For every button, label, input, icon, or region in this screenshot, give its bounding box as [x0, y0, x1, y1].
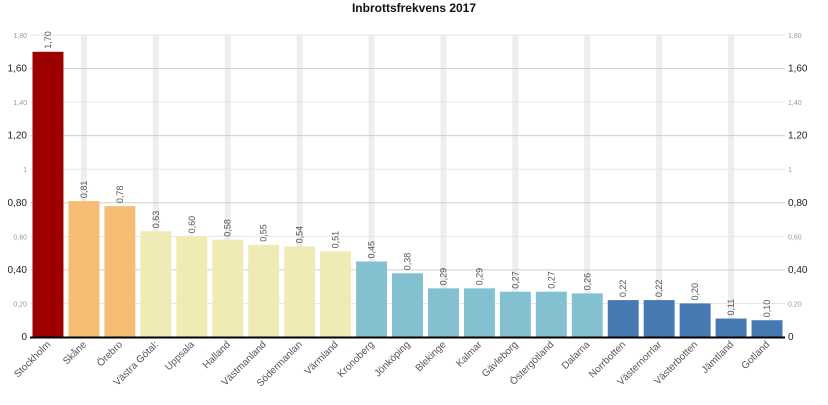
x-tick-label: Blekinge	[414, 339, 449, 374]
y-tick-label-right: 0,80	[788, 198, 808, 209]
x-tick-label: Stockholm	[12, 339, 53, 380]
value-label: 0,45	[367, 241, 377, 259]
value-labels: 1,70 0,81 0,78 0,63 0,60 0,58 0,55 0,54 0,51 0,45…	[43, 31, 772, 317]
category-band	[440, 35, 447, 337]
bar	[176, 236, 208, 337]
bar	[248, 244, 280, 337]
x-tick-label: Örebro	[95, 338, 126, 369]
x-tick-label: Värmland	[303, 339, 341, 377]
bar	[427, 288, 459, 337]
value-label: 0,58	[223, 219, 233, 237]
value-label: 0,55	[259, 224, 269, 242]
bar	[212, 239, 244, 337]
y-axis-right: 0 0,20 0,40 0,60 0,80 1 1,20 1,40 1,60 1,80	[788, 33, 808, 343]
x-tick-label: Skåne	[61, 338, 90, 367]
y-tick-label-left: 1,40	[13, 100, 27, 107]
bar	[715, 318, 747, 337]
bar	[320, 251, 352, 337]
category-band	[80, 35, 87, 337]
category-band	[296, 35, 303, 337]
bar	[104, 206, 136, 337]
category-band	[584, 35, 591, 337]
bar	[284, 246, 316, 337]
y-tick-label-left: 1,80	[13, 33, 27, 40]
category-band	[152, 35, 159, 337]
bar	[68, 201, 100, 337]
bar	[140, 231, 172, 337]
bar	[679, 303, 711, 337]
x-tick-label: Kronoberg	[336, 339, 377, 380]
bar	[571, 293, 603, 337]
y-tick-label-left: 1,20	[8, 131, 28, 142]
y-tick-label-right: 1	[788, 167, 792, 174]
bar	[32, 51, 64, 338]
y-tick-label-right: 0,40	[788, 265, 808, 276]
category-band	[728, 35, 735, 337]
value-label: 0,54	[295, 226, 305, 244]
y-axis-left: 0 0,20 0,40 0,60 0,80 1 1,20 1,40 1,60 1,80	[8, 33, 28, 343]
bar	[392, 273, 423, 337]
y-tick-label-right: 0,60	[788, 234, 802, 241]
value-label: 0,10	[762, 300, 772, 318]
y-tick-label-left: 0	[21, 332, 27, 343]
chart-title: Inbrottsfrekvens 2017	[351, 1, 477, 15]
value-label: 0,78	[115, 186, 125, 204]
x-tick-label: Jönköping	[373, 339, 413, 379]
y-tick-label-left: 0,80	[8, 198, 28, 209]
bar	[607, 300, 639, 337]
bar	[535, 291, 567, 337]
y-tick-label-right: 0	[788, 332, 794, 343]
category-band	[512, 35, 519, 337]
value-label: 0,22	[654, 280, 664, 298]
category-band	[224, 35, 231, 337]
x-tick-label: Kalmar	[454, 339, 485, 370]
y-tick-label-right: 0,20	[788, 301, 802, 308]
y-tick-label-left: 1,60	[8, 64, 28, 75]
value-label: 0,29	[438, 268, 448, 286]
value-label: 0,29	[474, 268, 484, 286]
bar	[356, 261, 388, 337]
y-tick-label-left: 0,20	[13, 301, 27, 308]
x-tick-label: Halland	[201, 339, 233, 371]
value-label: 1,70	[43, 31, 53, 49]
bar	[463, 288, 495, 337]
category-band	[368, 35, 375, 337]
bar	[751, 320, 783, 337]
value-label: 0,81	[79, 181, 89, 199]
y-tick-label-right: 1,40	[788, 100, 802, 107]
x-tick-label: Jämtland	[700, 339, 736, 375]
value-label: 0,11	[726, 299, 736, 316]
value-label: 0,60	[187, 216, 197, 234]
value-label: 0,51	[331, 231, 341, 249]
value-label: 0,26	[582, 273, 592, 291]
y-tick-label-right: 1,80	[788, 33, 802, 40]
x-tick-label: Dalarna	[560, 339, 593, 372]
category-band	[656, 35, 663, 337]
x-tick-label: Uppsala	[163, 339, 197, 373]
y-tick-label-left: 0,60	[13, 234, 27, 241]
value-label: 0,20	[690, 283, 700, 301]
bar	[499, 291, 531, 337]
value-label: 0,63	[151, 211, 161, 229]
x-tick-label: Gotland	[740, 339, 773, 372]
y-tick-label-left: 1	[23, 167, 27, 174]
bar	[643, 300, 675, 337]
y-tick-label-left: 0,40	[8, 265, 28, 276]
value-label: 0,22	[618, 280, 628, 298]
value-label: 0,27	[510, 271, 520, 289]
y-tick-label-right: 1,20	[788, 131, 808, 142]
y-tick-label-right: 1,60	[788, 64, 808, 75]
category-bands	[80, 35, 735, 337]
bars	[32, 51, 783, 338]
value-label: 0,38	[403, 253, 413, 271]
value-label: 0,27	[546, 271, 556, 289]
